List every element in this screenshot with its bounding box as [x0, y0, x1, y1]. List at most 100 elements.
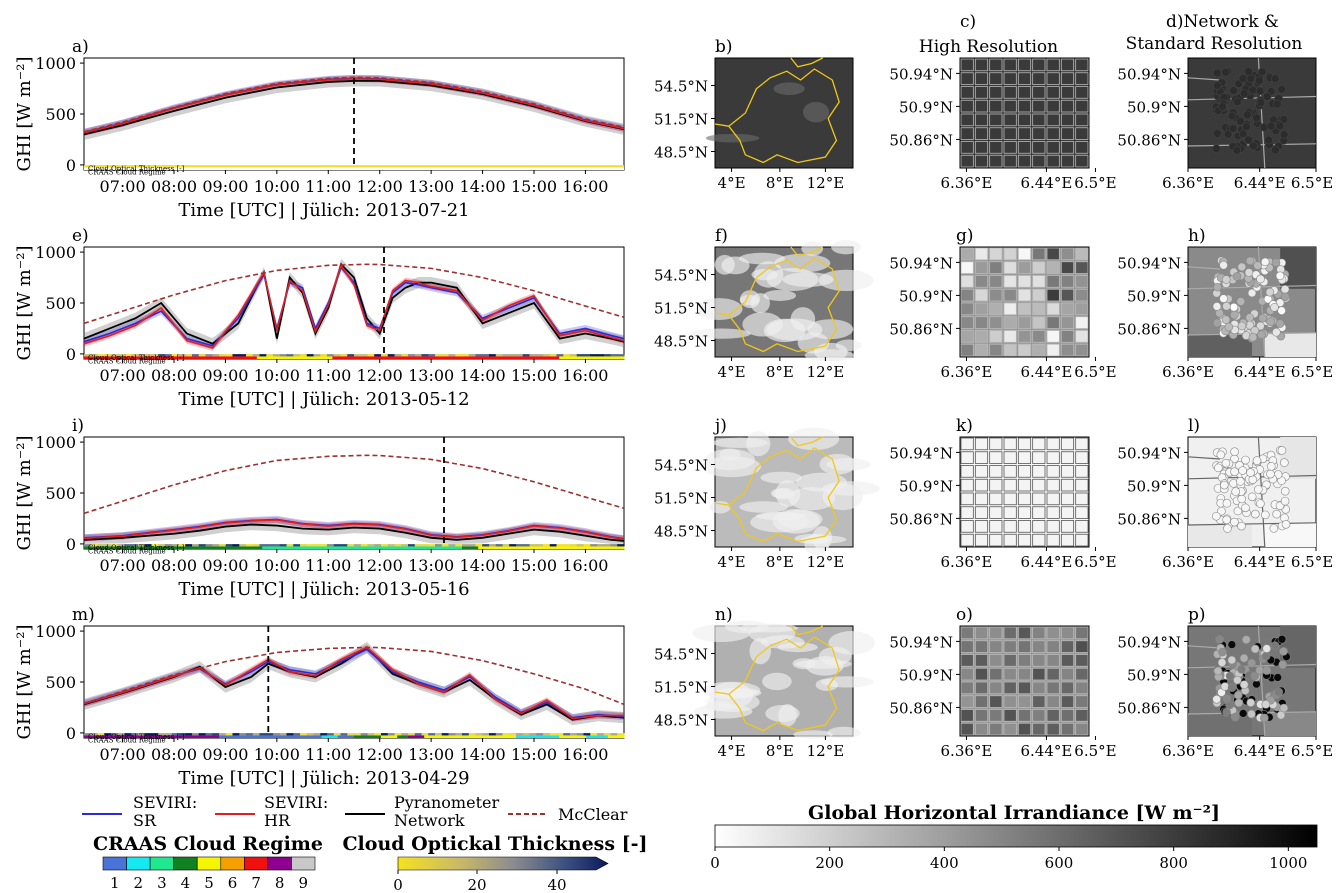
- grid-cell: [1060, 478, 1075, 492]
- pyranometer-station: [1227, 640, 1237, 649]
- satellite-map-3: [701, 427, 880, 555]
- regime-band-cell: [607, 735, 625, 738]
- pyranometer-station: [1212, 144, 1221, 153]
- pyranometer-station: [1260, 257, 1270, 267]
- cot-band-cell: [225, 733, 234, 736]
- grid-cell: [1060, 127, 1075, 140]
- pyranometer-station: [1219, 260, 1228, 270]
- x-axis-label: Time [UTC] | Jülich: 2013-05-16: [178, 579, 469, 600]
- grid-cell: [1003, 478, 1017, 492]
- cot-band-cell: [286, 544, 294, 547]
- pyranometer-station: [1272, 509, 1281, 519]
- grid-cell: [1017, 709, 1032, 722]
- cot-band-cell: [448, 544, 456, 547]
- ghi-tick-label: 0: [710, 854, 720, 872]
- cot-band-cell: [124, 354, 132, 357]
- grid-cell: [1046, 533, 1060, 547]
- pyranometer-station: [1279, 130, 1289, 139]
- pyranometer-station: [1241, 503, 1250, 513]
- grid-cell: [1003, 58, 1017, 72]
- pyranometer-station: [1280, 458, 1289, 467]
- grid-cell: [974, 667, 989, 681]
- pyranometer-station: [1238, 74, 1248, 83]
- pyranometer-station: [1237, 321, 1247, 331]
- cot-band-cell: [144, 544, 153, 547]
- lon-label: 6.5°E: [1074, 553, 1116, 571]
- cot-band-cell: [138, 544, 146, 547]
- pyranometer-station: [1232, 272, 1242, 281]
- cot-band-cell: [205, 544, 213, 547]
- grid-cell: [1075, 533, 1089, 547]
- grid-cell: [1060, 520, 1075, 533]
- cot-band-cell: [576, 354, 585, 357]
- grid-cell: [1017, 437, 1032, 451]
- grid-cell: [989, 247, 1003, 261]
- cot-band-cell: [563, 733, 571, 736]
- pyranometer-station: [1229, 302, 1239, 312]
- ghi-colorbar-title: Global Horizontal Irrandiance [W m⁻²]: [808, 802, 1220, 824]
- cloud-blob: [748, 623, 796, 644]
- satellite-map-4: [692, 620, 875, 740]
- grid-cell: [1060, 113, 1075, 127]
- grid-cell: [1003, 437, 1017, 451]
- y-tick-label: 500: [45, 673, 76, 692]
- cot-band-cell: [556, 733, 564, 736]
- grid-cell: [1003, 261, 1017, 274]
- cot-band-cell: [232, 354, 240, 357]
- cot-band-cell: [428, 544, 436, 547]
- pyranometer-station: [1213, 666, 1223, 676]
- grid-cell: [1046, 141, 1060, 154]
- pyranometer-station: [1246, 698, 1256, 707]
- series-line-mcclear: [83, 76, 625, 133]
- cot-band-cell: [556, 544, 564, 547]
- cot-band-cell: [468, 544, 477, 547]
- lon-label: 8°E: [766, 363, 794, 381]
- lon-label: 4°E: [718, 553, 746, 571]
- ghi-panel-4: [80, 625, 625, 742]
- cot-band-cell: [286, 733, 294, 736]
- grid-cell: [1032, 113, 1046, 127]
- grid-cell: [1017, 492, 1032, 506]
- grid-cell: [960, 681, 974, 695]
- grid-cell: [1046, 288, 1060, 302]
- cloud-blob: [765, 705, 800, 723]
- grid-cell: [974, 343, 989, 357]
- x-tick-label: 08:00: [151, 745, 197, 764]
- grid-cell: [1003, 695, 1017, 708]
- legend-label-pyranometer: Pyranometer: [394, 793, 499, 812]
- lat-label: 50.86°N: [1117, 699, 1181, 717]
- pyranometer-station: [1272, 327, 1281, 337]
- pyranometer-station: [1275, 271, 1285, 281]
- ghi-tick-label: 800: [1159, 854, 1188, 872]
- pyranometer-station: [1249, 141, 1258, 151]
- grid-cell: [960, 709, 974, 722]
- grid-cell: [1032, 640, 1046, 653]
- cot-band-cell: [610, 354, 618, 357]
- pyranometer-station: [1255, 86, 1265, 96]
- ghi-tick-label: 600: [1045, 854, 1074, 872]
- grid-cell: [1060, 533, 1075, 547]
- cot-band-cell: [246, 354, 254, 357]
- series-spread-0: [84, 74, 624, 136]
- regime-band-cell: [262, 546, 463, 549]
- grid-cell: [1003, 681, 1017, 695]
- lon-label: 4°E: [718, 742, 746, 760]
- cot-band-cell: [97, 354, 105, 357]
- y-tick-label: 0: [66, 156, 76, 175]
- cot-band-cell: [198, 544, 207, 547]
- cloud-blob: [709, 501, 731, 514]
- cot-band-cell: [185, 733, 193, 736]
- pyranometer-station: [1220, 682, 1230, 691]
- grid-cell: [1046, 302, 1060, 316]
- regime-colorbar-cell: [244, 856, 269, 871]
- cot-band-cell: [171, 544, 180, 547]
- lon-label: 12°E: [807, 742, 845, 760]
- cot-band-cell: [543, 354, 551, 357]
- grid-cell: [989, 275, 1003, 288]
- cot-band-cell: [225, 354, 234, 357]
- pyranometer-station: [1237, 262, 1247, 272]
- cot-band-cell: [111, 544, 119, 547]
- cot-band-cell: [468, 354, 477, 357]
- grid-cell: [974, 141, 989, 154]
